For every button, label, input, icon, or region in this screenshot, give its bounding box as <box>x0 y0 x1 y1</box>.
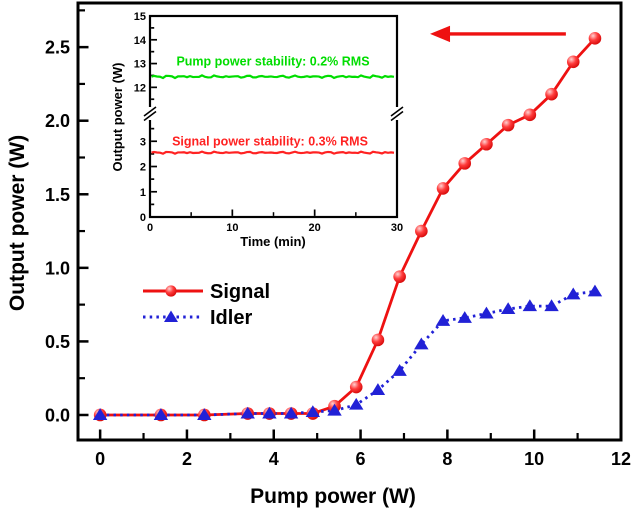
arrow-head <box>430 25 451 43</box>
y-tick-label: 1.5 <box>45 185 70 205</box>
idler-markers <box>92 284 603 420</box>
x-tick-label: 4 <box>269 449 279 469</box>
idler-marker <box>566 287 581 300</box>
inset-y-tick-label: 1 <box>140 187 146 199</box>
idler-marker <box>240 406 255 419</box>
inset-signal-line <box>151 150 395 155</box>
signal-marker <box>480 137 493 151</box>
idler-marker <box>197 408 212 420</box>
idler-marker <box>435 314 451 326</box>
inset-x-tick-label: 10 <box>226 222 238 234</box>
idler-marker <box>262 406 277 419</box>
x-tick-label: 10 <box>524 449 544 469</box>
idler-marker <box>522 299 538 312</box>
legend-idler-marker <box>164 310 178 322</box>
signal-marker <box>523 108 537 122</box>
signal-marker <box>349 380 363 394</box>
x-tick-label: 0 <box>95 449 105 469</box>
axis-break-mark <box>143 106 157 117</box>
signal-marker <box>436 182 450 195</box>
inset-y-tick-label: 13 <box>134 59 146 71</box>
x-axis-title: Pump power (W) <box>250 485 416 508</box>
idler-marker <box>283 406 299 419</box>
signal-marker <box>501 118 515 132</box>
y-tick-label: 0.0 <box>45 405 70 425</box>
signal-marker <box>588 32 602 45</box>
idler-marker <box>349 397 364 410</box>
inset-x-axis-title: Time (min) <box>240 234 306 249</box>
idler-marker <box>479 306 494 319</box>
signal-marker <box>415 224 428 238</box>
legend-signal-label: Signal <box>210 281 270 303</box>
inset-x-tick-label: 30 <box>391 222 403 234</box>
idler-marker <box>153 408 169 420</box>
inset-y-tick-label: 3 <box>140 136 146 148</box>
idler-marker <box>327 403 342 416</box>
axis-break-mark <box>143 110 157 122</box>
x-tick-label: 8 <box>442 449 452 469</box>
idler-marker <box>544 299 559 312</box>
idler-marker <box>370 383 386 395</box>
signal-marker <box>371 333 385 347</box>
y-tick-label: 1.0 <box>45 258 70 278</box>
legend-signal-marker <box>165 285 177 297</box>
inset-y-tick-label: 2 <box>140 162 146 174</box>
inset-x-tick-label: 0 <box>147 222 153 234</box>
inset-pump-line <box>151 74 395 80</box>
idler-marker <box>587 284 603 297</box>
y-tick-label: 2.0 <box>45 111 70 131</box>
inset-y-tick-label: 0 <box>140 212 146 224</box>
inset-y-tick-label: 15 <box>134 11 146 23</box>
signal-marker <box>566 55 580 69</box>
idler-marker <box>414 337 429 350</box>
legend-idler-label: Idler <box>210 307 252 329</box>
inset-y-tick-label: 12 <box>134 82 146 94</box>
idler-marker <box>457 311 472 323</box>
idler-marker <box>92 408 108 420</box>
idler-marker <box>392 364 407 376</box>
axis-break-mark <box>390 106 404 117</box>
x-tick-label: 12 <box>611 449 631 469</box>
inset-y-tick-label: 14 <box>134 35 147 47</box>
inset-pump-annotation: Pump power stability: 0.2% RMS <box>176 55 369 69</box>
inset-y-axis-title: Output power (W) <box>110 62 125 171</box>
y-tick-label: 2.5 <box>45 38 70 58</box>
y-tick-label: 0.5 <box>45 332 70 352</box>
left-arrow <box>430 25 566 43</box>
signal-marker <box>393 270 406 283</box>
y-axis-title: Output power (W) <box>6 135 29 311</box>
axis-break-mark <box>390 110 404 122</box>
axis-break-gap <box>394 107 400 120</box>
legend: Signal Idler <box>143 281 270 329</box>
inset-x-tick-label: 20 <box>309 222 321 234</box>
signal-marker <box>545 87 558 101</box>
inset-signal-annotation: Signal power stability: 0.3% RMS <box>172 135 368 149</box>
signal-marker <box>458 157 472 170</box>
x-tick-label: 2 <box>182 449 192 469</box>
idler-marker <box>500 302 516 315</box>
axis-break-gap <box>147 107 153 120</box>
x-tick-label: 6 <box>356 449 366 469</box>
idler-marker <box>305 405 321 418</box>
